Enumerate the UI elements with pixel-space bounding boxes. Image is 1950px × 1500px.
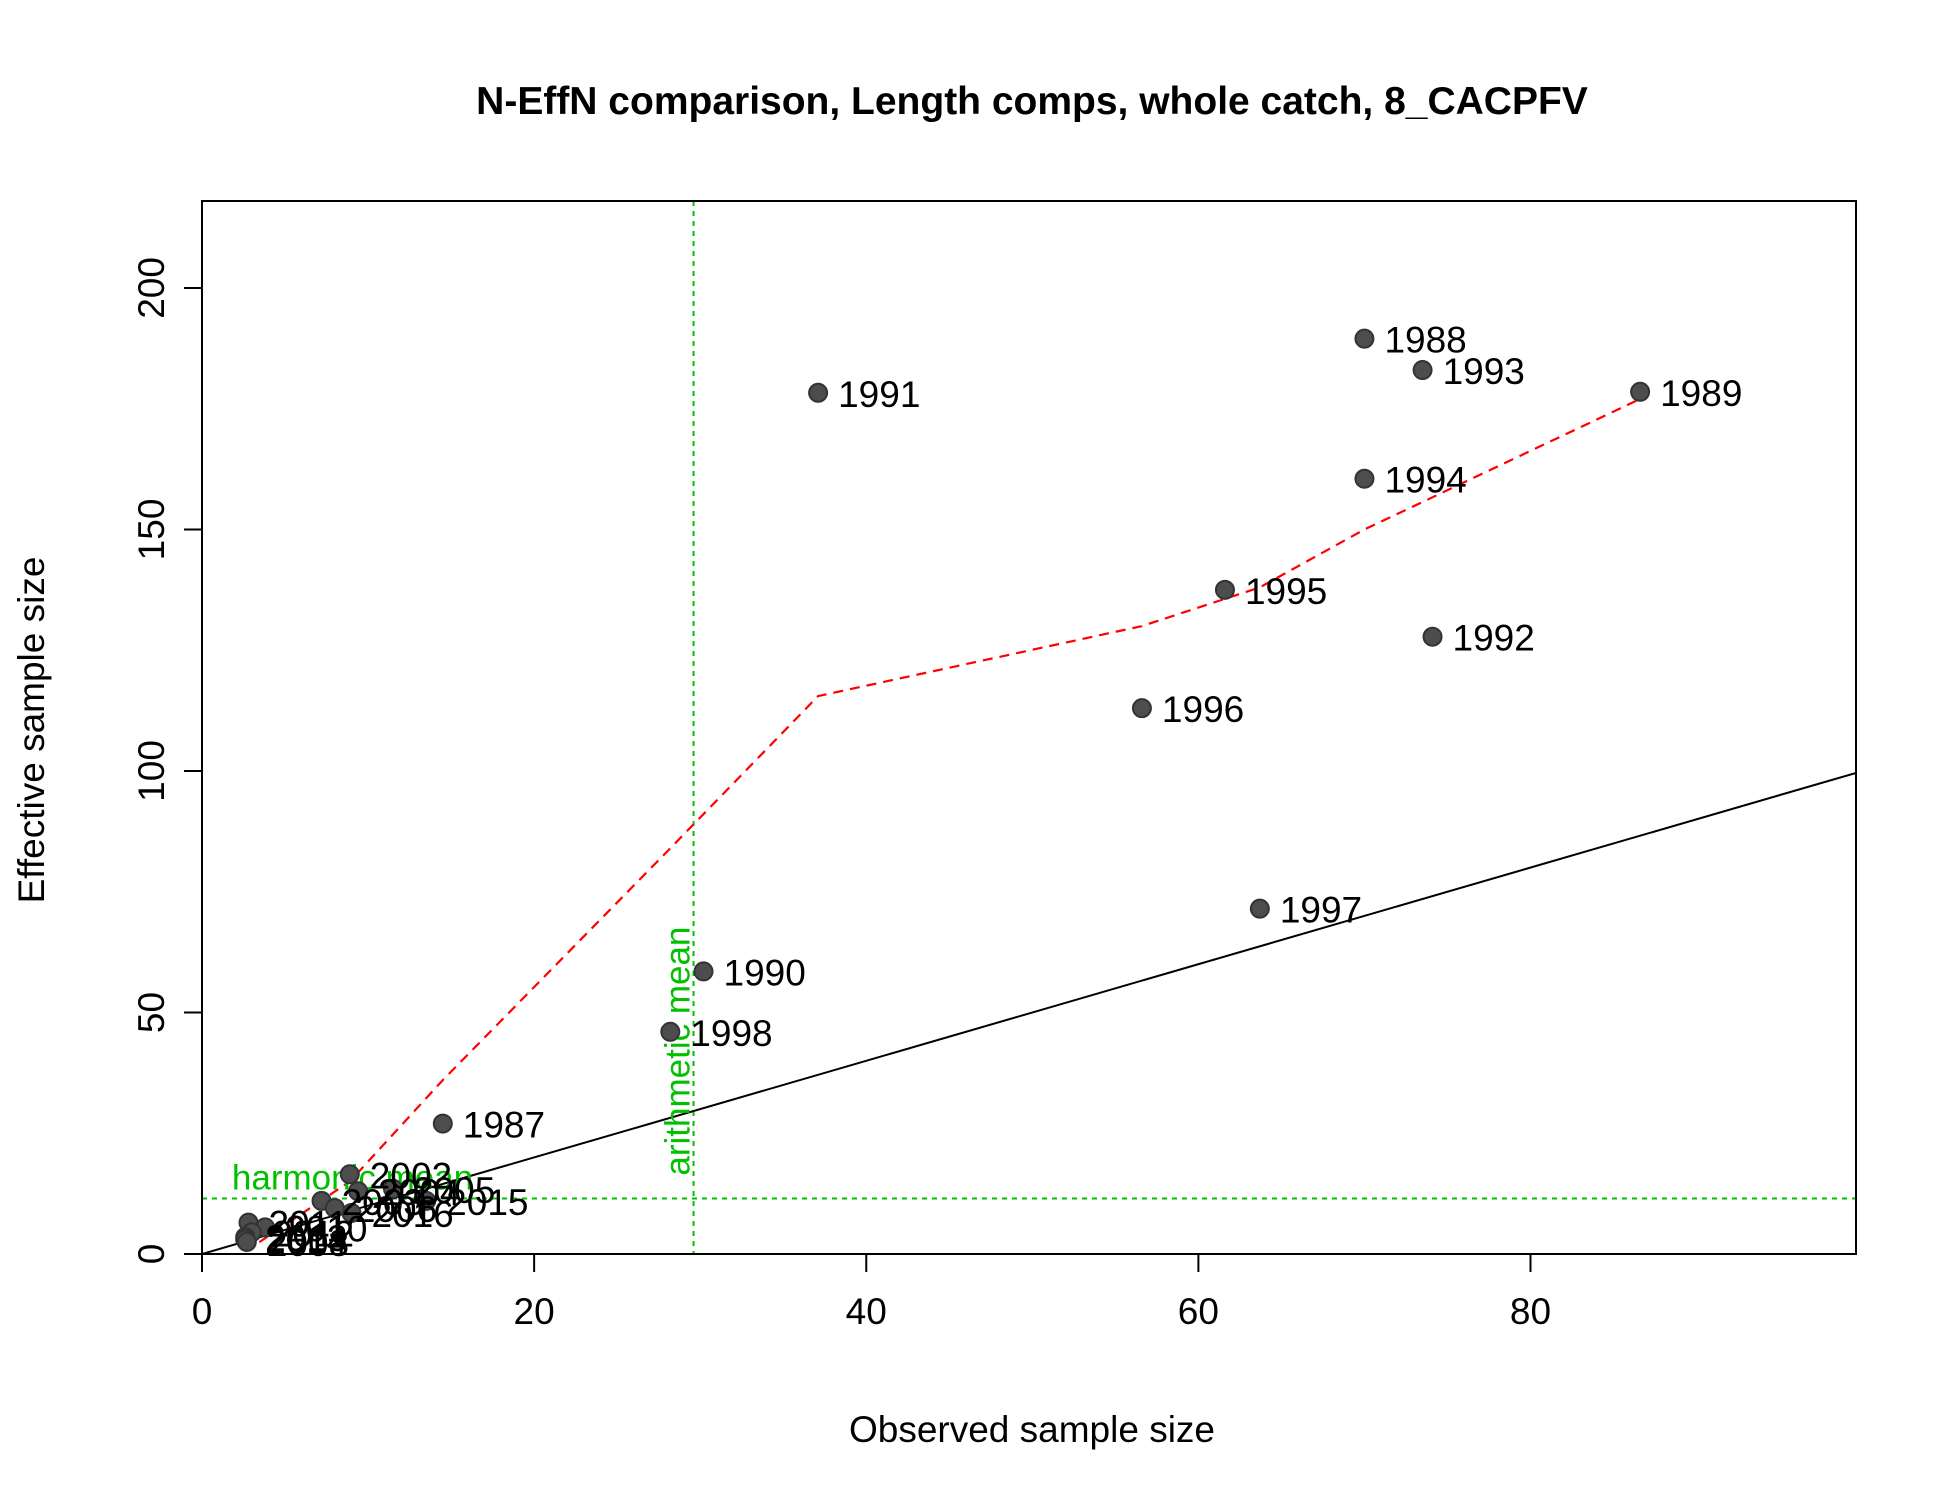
point-label-1987: 1987 xyxy=(463,1105,545,1146)
x-tick-label: 80 xyxy=(1510,1291,1551,1332)
point-label-2013: 2013 xyxy=(265,1218,347,1259)
point-label-2015: 2015 xyxy=(446,1182,528,1223)
y-tick-label: 150 xyxy=(131,499,172,561)
x-tick-label: 20 xyxy=(514,1291,555,1332)
point-label-2011: 2011 xyxy=(268,1204,348,1245)
point-label-1998: 1998 xyxy=(690,1013,772,1054)
arithmetic-mean-label: arithmetic mean xyxy=(659,927,698,1176)
point-1991 xyxy=(808,382,829,403)
point-1997 xyxy=(1249,898,1270,919)
point-label-2002: 2002 xyxy=(370,1155,452,1196)
point-1995 xyxy=(1214,579,1235,600)
point-2006 xyxy=(324,1198,345,1219)
x-axis-label: Observed sample size xyxy=(849,1409,1215,1450)
point-label-1992: 1992 xyxy=(1453,618,1535,659)
point-label-1991: 1991 xyxy=(838,374,920,415)
point-1994 xyxy=(1354,468,1375,489)
point-label-2010: 2010 xyxy=(285,1208,367,1249)
point-label-2012: 2012 xyxy=(272,1213,354,1254)
point-1990 xyxy=(693,961,714,982)
point-1989 xyxy=(1630,381,1651,402)
point-2004 xyxy=(348,1181,369,1202)
plot-clipped xyxy=(202,201,1856,1254)
y-tick-label: 50 xyxy=(131,992,172,1033)
point-1993 xyxy=(1412,360,1433,381)
y-tick-label: 0 xyxy=(131,1244,172,1265)
axes: 0 20 40 60 80 0 50 100 150 200 xyxy=(131,200,1857,1332)
point-2005 xyxy=(382,1178,403,1199)
x-tick-label: 60 xyxy=(1178,1291,1219,1332)
point-label-1994: 1994 xyxy=(1384,460,1466,501)
point-label-1997: 1997 xyxy=(1280,890,1362,931)
trend-line xyxy=(244,398,1641,1253)
point-label-2008: 2008 xyxy=(267,1223,349,1264)
point-2002 xyxy=(339,1164,360,1185)
point-label-1995: 1995 xyxy=(1245,571,1327,612)
point-label-1993: 1993 xyxy=(1443,351,1525,392)
point-1992 xyxy=(1422,626,1443,647)
y-axis-label: Effective sample size xyxy=(11,557,52,904)
chart-title: N-EffN comparison, Length comps, whole c… xyxy=(476,80,1588,123)
x-tick-label: 0 xyxy=(192,1291,213,1332)
point-2008 xyxy=(236,1231,257,1252)
point-label-2006: 2006 xyxy=(355,1189,437,1230)
point-1987 xyxy=(432,1113,453,1134)
x-tick-label: 40 xyxy=(846,1291,887,1332)
point-label-1996: 1996 xyxy=(1162,689,1244,730)
point-1998 xyxy=(660,1021,681,1042)
point-label-2016: 2016 xyxy=(371,1194,453,1235)
y-tick-label: 100 xyxy=(131,740,172,802)
point-label-1988: 1988 xyxy=(1384,320,1466,361)
point-label-2005: 2005 xyxy=(413,1170,495,1211)
point-label-1989: 1989 xyxy=(1660,373,1742,414)
point-1996 xyxy=(1131,698,1152,719)
point-1988 xyxy=(1354,328,1375,349)
point-label-1990: 1990 xyxy=(724,952,806,993)
point-label-2003: 2003 xyxy=(342,1182,424,1223)
point-label-2004: 2004 xyxy=(378,1172,460,1213)
y-tick-label: 200 xyxy=(131,257,172,319)
identity-line xyxy=(202,771,1856,1254)
point-2015 xyxy=(416,1190,437,1211)
plot-frame xyxy=(201,200,1857,1255)
